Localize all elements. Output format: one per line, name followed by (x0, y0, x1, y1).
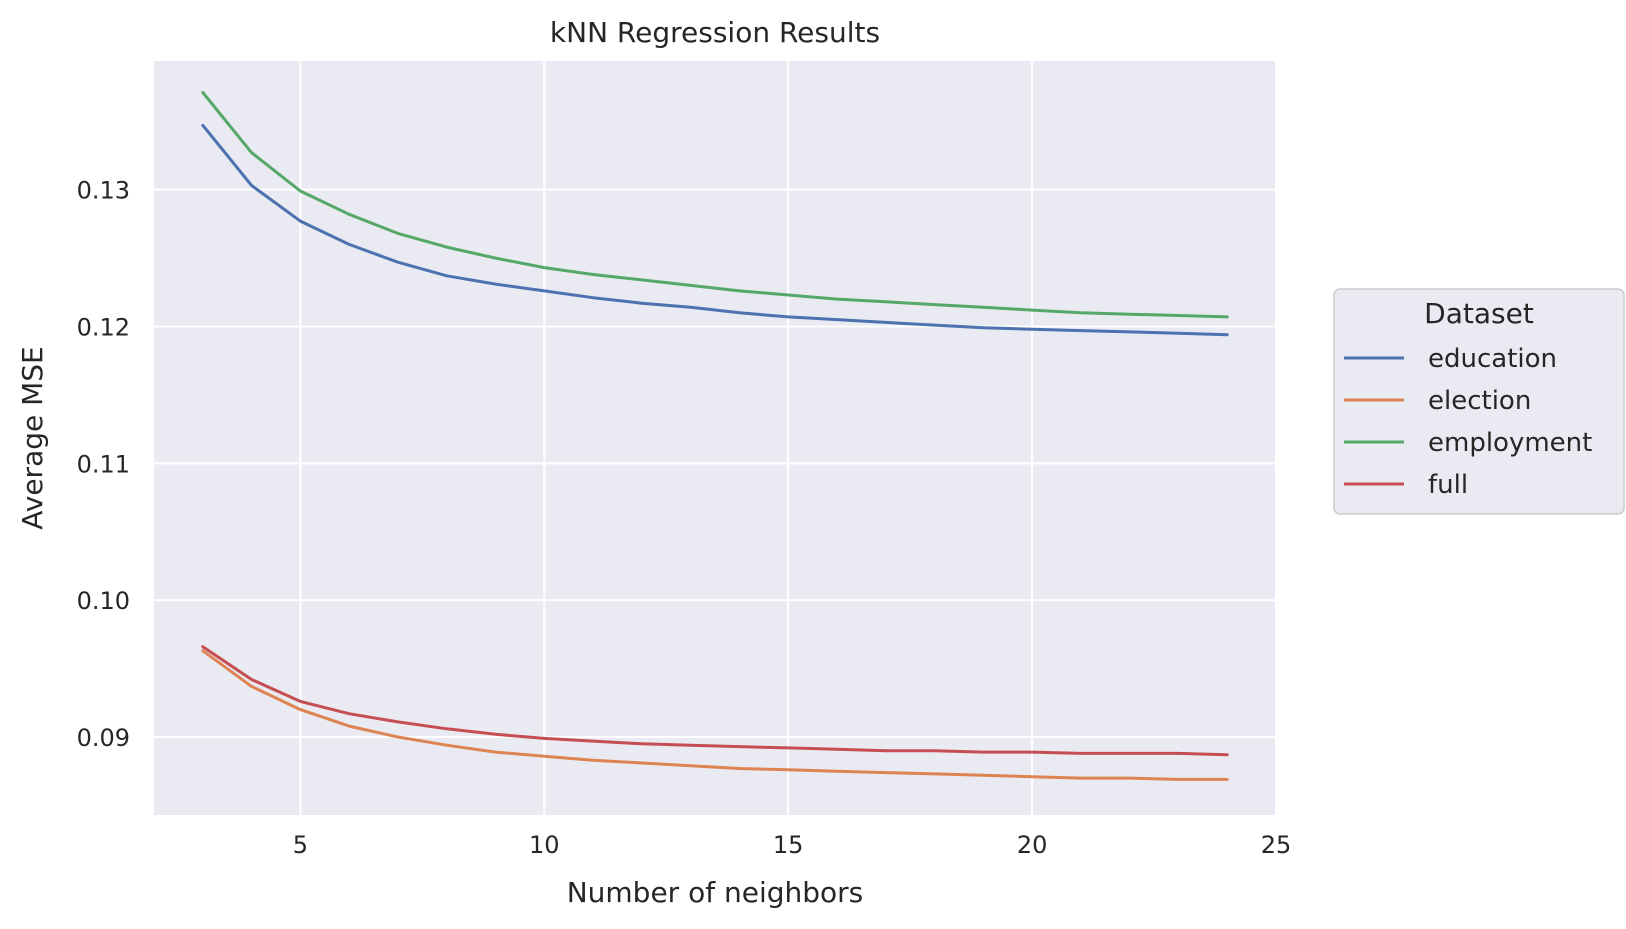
legend-title: Dataset (1424, 297, 1534, 330)
y-tick-label: 0.13 (77, 177, 130, 205)
legend: Dataset education election employment full (1333, 288, 1625, 515)
series-line-full (201, 645, 1229, 757)
legend-label: full (1428, 470, 1468, 500)
x-tick-label: 5 (293, 831, 308, 859)
legend-label: education (1428, 344, 1557, 374)
y-tick-label: 0.12 (77, 313, 130, 341)
y-tick-label: 0.09 (77, 724, 130, 752)
x-tick-label: 15 (773, 831, 804, 859)
x-axis-ticks: 5 10 15 20 25 (293, 831, 1292, 859)
legend-item-employment: employment (1344, 428, 1592, 458)
y-tick-label: 0.10 (77, 587, 130, 615)
series-line-employment (201, 91, 1229, 319)
x-tick-label: 25 (1261, 831, 1292, 859)
legend-item-full: full (1344, 470, 1468, 500)
y-axis-label: Average MSE (16, 346, 49, 530)
grid (154, 61, 1277, 815)
series-line-election (201, 649, 1229, 781)
series-layer (201, 91, 1229, 781)
legend-label: election (1428, 386, 1531, 416)
x-axis-label: Number of neighbors (567, 876, 864, 909)
legend-label: employment (1428, 428, 1592, 458)
y-axis-ticks: 0.09 0.10 0.11 0.12 0.13 (77, 177, 130, 752)
legend-item-election: election (1344, 386, 1531, 416)
series-line-education (201, 123, 1229, 337)
x-tick-label: 10 (529, 831, 560, 859)
x-tick-label: 20 (1017, 831, 1048, 859)
chart-title: kNN Regression Results (550, 16, 880, 49)
legend-items: education election employment full (1344, 344, 1592, 500)
plot-background (154, 61, 1276, 815)
legend-box (1333, 288, 1625, 515)
y-tick-label: 0.11 (77, 450, 130, 478)
legend-item-education: education (1344, 344, 1557, 374)
